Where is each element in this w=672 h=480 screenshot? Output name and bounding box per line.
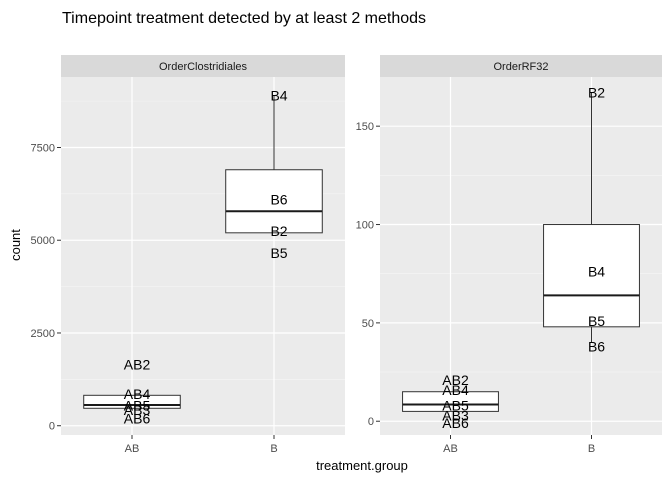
y-tick-label: 0 [49,421,55,433]
point-label: B6 [270,191,287,207]
point-label: AB6 [124,410,151,426]
point-label: B4 [270,88,287,104]
box-AB [402,391,499,412]
facet-strip [61,55,345,77]
facet-panel-0: OrderClostridiales 0 2500 5000 7500 AB B AB2 AB4… [31,55,345,455]
point-label: B6 [588,338,605,354]
y-tick-label: 5000 [31,235,55,247]
x-tick-label: B [270,443,277,455]
point-label: AB2 [442,372,469,388]
point-label: AB2 [124,357,151,373]
facet-strip [380,55,662,77]
point-label: AB6 [442,415,469,431]
point-label: AB5 [442,397,469,413]
point-label: B2 [270,223,287,239]
y-tick-label: 150 [356,121,374,133]
point-label: B5 [270,245,287,261]
x-tick-label: AB [125,443,140,455]
y-tick-label: 0 [368,416,374,428]
point-label: B2 [588,85,605,101]
panel-background [61,77,345,435]
y-tick-label: 100 [356,220,374,232]
point-label: B4 [588,264,605,280]
point-label: AB4 [442,382,469,398]
facet-strip-label: OrderRF32 [493,61,548,73]
box-B [543,224,640,328]
x-axis-title: treatment.group [316,458,408,473]
point-label: B5 [588,313,605,329]
y-tick-label: 2500 [31,328,55,340]
x-tick-label: B [588,443,595,455]
point-label: AB3 [442,407,469,423]
chart-title: Timepoint treatment detected by at least… [62,10,426,27]
point-label: AB3 [124,402,151,418]
point-label: AB5 [124,398,151,414]
y-axis-title: count [8,229,23,261]
point-label: AB4 [124,386,151,402]
y-tick-label: 7500 [31,142,55,154]
facet-strip-label: OrderClostridiales [159,61,248,73]
y-tick-label: 50 [362,318,374,330]
x-tick-label: AB [443,443,458,455]
box-B [225,169,323,234]
